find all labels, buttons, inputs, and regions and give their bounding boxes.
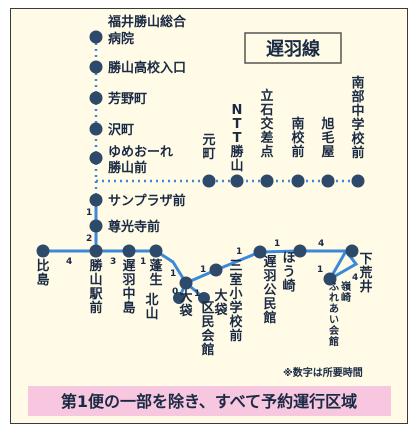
stop-sunplaza[interactable] bbox=[89, 193, 103, 207]
route-map-frame bbox=[10, 8, 408, 424]
label-hose: 蓬生 bbox=[149, 258, 163, 288]
label-yumeore: ゆめおーれ bbox=[108, 145, 173, 160]
title-box bbox=[244, 32, 342, 64]
line-to-ofukuro bbox=[155, 249, 188, 284]
label-tateishi: 立石交差点 bbox=[259, 88, 273, 160]
label-sawa: 沢町 bbox=[108, 122, 134, 138]
time-mid-hozaki: 4 bbox=[318, 239, 324, 249]
stop-ntt[interactable] bbox=[230, 174, 244, 188]
stop-osobanaka[interactable] bbox=[122, 244, 136, 258]
stop-mimuro[interactable] bbox=[209, 263, 223, 277]
stop-nankou[interactable] bbox=[291, 174, 305, 188]
stop-ofukuro[interactable] bbox=[179, 276, 193, 290]
time-mimuro-osoba: 1 bbox=[236, 247, 242, 257]
stop-shimoarai[interactable] bbox=[345, 244, 359, 258]
label-fukui-hospital-2: 病院 bbox=[108, 31, 134, 47]
time-station-osobanaka: 3 bbox=[110, 257, 116, 267]
label-hozaki_fureai: ふれあい会館 bbox=[328, 281, 339, 348]
time-ofukuro-kominkan: 1 bbox=[194, 289, 200, 299]
label-asahige: 旭毛屋 bbox=[320, 116, 334, 160]
stop-fukui-katsuyama-hospital[interactable] bbox=[89, 30, 103, 44]
stop-katsuyama-station[interactable] bbox=[89, 244, 103, 258]
stop-katsuyama-koko[interactable] bbox=[89, 60, 103, 74]
time-osobanaka-hose: 1 bbox=[140, 257, 146, 267]
stop-hishima[interactable] bbox=[36, 244, 50, 258]
label-katsuyama-koko: 勝山高校入口 bbox=[108, 60, 186, 76]
stop-sawa[interactable] bbox=[89, 122, 103, 136]
label-katsuyama_station: 勝山駅前 bbox=[88, 258, 103, 316]
time-ofukuro-mimuro: 1 bbox=[200, 265, 206, 275]
stop-hozaki[interactable] bbox=[293, 244, 307, 258]
banner-text: 第1便の一部を除き、すべて予約運行区域 bbox=[61, 392, 357, 411]
label-ofukuro_kominkan: 大袋 bbox=[213, 288, 228, 318]
time-sonkoji-sunplaza: 1 bbox=[86, 208, 92, 218]
label-nanbu: 南部中学校前 bbox=[351, 75, 365, 161]
label-sonkoji: 尊光寺前 bbox=[108, 219, 160, 235]
label-ntt: N T T 勝山 bbox=[230, 103, 244, 174]
stop-hose[interactable] bbox=[149, 244, 163, 258]
time-fureai-shimoarai: 4 bbox=[352, 273, 358, 283]
label-ofukuro: 大袋 bbox=[178, 289, 193, 319]
time-hose-ofukuro: 1 bbox=[170, 269, 176, 279]
label-kitayama: 北山 bbox=[145, 293, 158, 322]
note-time-unit: ※数字は所要時間 bbox=[283, 366, 363, 379]
route-title: 遅羽線 bbox=[266, 38, 320, 60]
label-hozaki_fureai: 嶺崎 bbox=[340, 280, 352, 304]
stop-sonkoji[interactable] bbox=[89, 219, 103, 233]
label-mimuro: 三室小学校前 bbox=[229, 259, 243, 344]
stop-kitayama[interactable] bbox=[173, 292, 185, 304]
stop-nanbu[interactable] bbox=[351, 174, 365, 188]
stop-hozaki-fureai[interactable] bbox=[323, 272, 337, 286]
label-hozaki: ほう崎 bbox=[282, 251, 295, 294]
stop-tateishi[interactable] bbox=[260, 174, 274, 188]
stop-motomachi[interactable] bbox=[202, 174, 216, 188]
label-shimoarai: 下荒井 bbox=[358, 252, 372, 295]
stop-yoshino[interactable] bbox=[89, 91, 103, 105]
banner bbox=[28, 386, 391, 416]
label-osobanaka: 遅羽中島 bbox=[122, 259, 135, 316]
stop-asahige[interactable] bbox=[321, 174, 335, 188]
time-ofukuro-kitayama: 0 bbox=[172, 287, 178, 297]
time-hozaki-fureai: 1 bbox=[317, 265, 323, 275]
label-osoba_kominkan: 遅羽公民館 bbox=[263, 255, 276, 326]
label-yumeore-2: 勝山前 bbox=[108, 160, 147, 176]
time-hishima-station: 4 bbox=[66, 257, 72, 267]
label-fukui-hospital: 福井勝山総合 bbox=[107, 14, 187, 30]
stops bbox=[36, 30, 365, 304]
time-station-sonkoji: 2 bbox=[86, 234, 92, 244]
label-nankou: 南校前 bbox=[291, 116, 305, 160]
label-yoshino: 芳野町 bbox=[108, 91, 147, 107]
stop-ofukuro-kominkan[interactable] bbox=[198, 292, 210, 304]
time-osoba-mid: 1 bbox=[274, 239, 280, 249]
stop-osoba-kominkan[interactable] bbox=[253, 245, 267, 259]
label-hishima: 比島 bbox=[36, 258, 49, 288]
label-ofukuro_kominkan: 区民会館 bbox=[201, 301, 215, 358]
label-motomachi: 元町 bbox=[202, 133, 215, 162]
stop-yumeore[interactable] bbox=[89, 151, 103, 165]
label-sunplaza: サンプラザ前 bbox=[108, 193, 186, 209]
